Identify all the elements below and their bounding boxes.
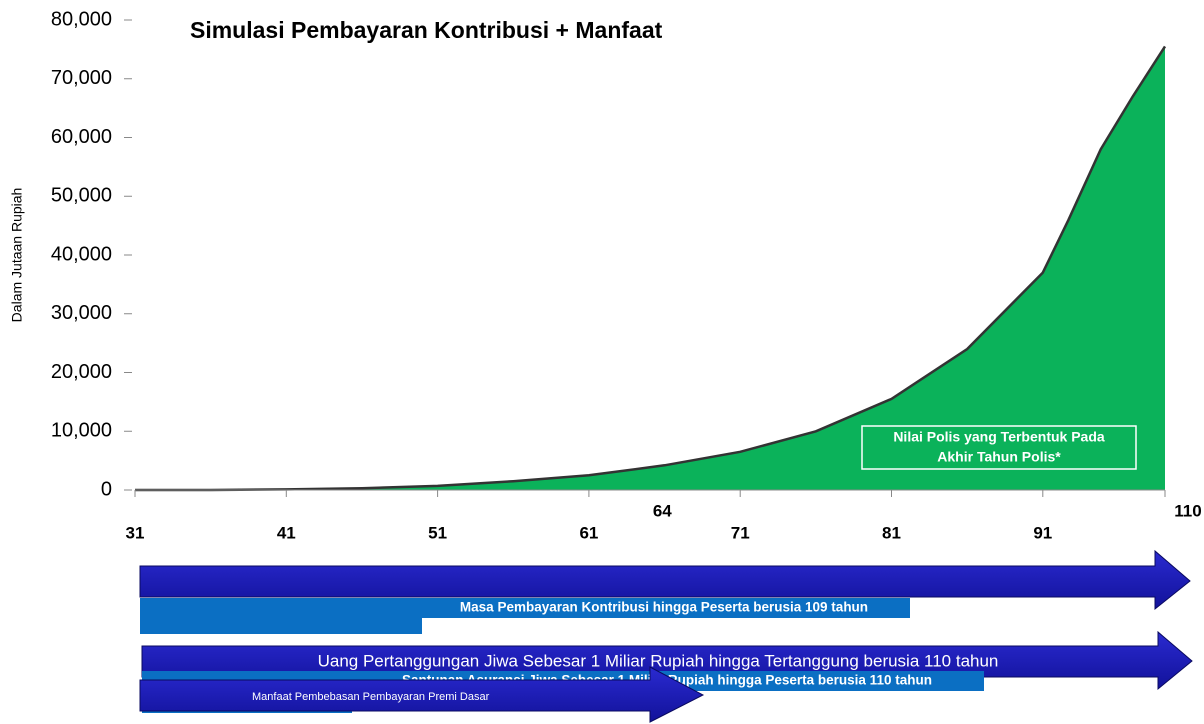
- x-tick-label: 61: [579, 523, 598, 542]
- y-tick-label: 30,000: [51, 302, 112, 324]
- y-tick-label: 80,000: [51, 8, 112, 30]
- area: [135, 46, 1165, 491]
- x-tick-label: 51: [428, 523, 447, 542]
- y-tick-label: 20,000: [51, 361, 112, 383]
- line: [135, 45, 1167, 492]
- highlight-tick-label: 64: [653, 501, 672, 520]
- x-tick-label: 71: [731, 523, 750, 542]
- y-tick-label: 0: [101, 478, 112, 500]
- x-tick-label: 110: [1174, 501, 1201, 520]
- x-tick-label: 91: [1033, 523, 1052, 542]
- arrow-label: Manfaat Pembebasan Pembayaran Premi Dasa…: [252, 691, 490, 703]
- arrow: [139, 549, 1191, 611]
- chart-title: Simulasi Pembayaran Kontribusi + Manfaat: [190, 17, 663, 43]
- plot: 0 10,000 20,000 30,000 40,000 50,000 60,000 70,…: [51, 8, 1202, 542]
- overlay-box: [140, 598, 422, 634]
- y-tick-label: 50,000: [51, 185, 112, 207]
- y-tick-label: 40,000: [51, 243, 112, 265]
- annotation: Nilai Polis yang Terbentuk Pada: [893, 429, 1105, 445]
- x-tick-label: 31: [126, 523, 145, 542]
- y-tick-label: 60,000: [51, 126, 112, 148]
- arrow-label: Masa Pembayaran Kontribusi hingga Pesert…: [460, 600, 868, 615]
- y-tick-label: 70,000: [51, 67, 112, 89]
- annotation: Akhir Tahun Polis*: [937, 449, 1061, 465]
- overlay-box: [418, 598, 910, 618]
- arrow: [139, 666, 705, 723]
- x-tick-label: 81: [882, 523, 901, 542]
- annotation-box: [861, 425, 1137, 470]
- y-tick-label: 10,000: [51, 420, 112, 442]
- y-axis-label: Dalam Jutaan Rupiah: [9, 188, 25, 323]
- x-tick-label: 41: [277, 523, 296, 542]
- arrow-label: Uang Pertanggungan Jiwa Sebesar 1 Miliar…: [318, 651, 999, 670]
